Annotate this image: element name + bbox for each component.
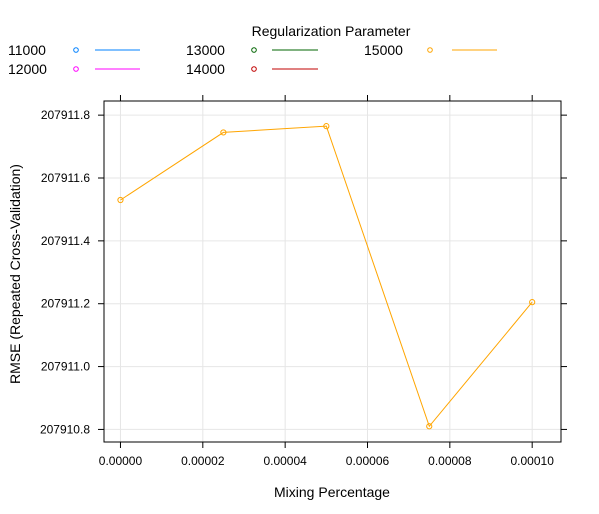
legend-point-marker <box>251 66 257 72</box>
y-tick-label: 207911.2 <box>41 297 90 311</box>
plot-frame <box>103 100 562 443</box>
legend-label: 12000 <box>8 61 47 77</box>
x-tick-label: 0.00000 <box>99 454 143 468</box>
axes: 0.00000 0.00002 0.00004 0.00006 0.00008 0.000… <box>40 95 567 468</box>
legend-title: Regularization Parameter <box>252 23 411 39</box>
legend-label: 14000 <box>186 61 225 77</box>
data-point <box>529 299 536 306</box>
x-tick-label: 0.00006 <box>346 454 390 468</box>
y-tick-label: 207911.6 <box>41 171 90 185</box>
legend-label: 11000 <box>8 42 46 58</box>
y-tick-label: 207911.4 <box>41 234 90 248</box>
legend-point-marker <box>73 66 79 72</box>
x-tick-label: 0.00010 <box>510 454 554 468</box>
data-point <box>220 129 227 136</box>
x-tick-label: 0.00008 <box>428 454 472 468</box>
legend-label: 15000 <box>364 42 403 58</box>
data-point <box>117 196 124 204</box>
y-tick-label: 207911.0 <box>41 360 90 374</box>
legend-point-marker <box>251 47 257 53</box>
x-tick-label: 0.00002 <box>181 454 225 468</box>
y-tick-label: 207910.8 <box>40 422 90 436</box>
legend-point-marker <box>73 47 79 53</box>
data-point <box>323 123 330 130</box>
legend: Regularization Parameter 11000 12000 13000… <box>8 23 497 77</box>
x-axis-label: Mixing Percentage <box>274 484 390 500</box>
data-point <box>426 423 433 430</box>
y-axis-label: RMSE (Repeated Cross-Validation) <box>7 164 23 384</box>
legend-point-marker <box>427 47 433 53</box>
x-tick-label: 0.00004 <box>263 454 307 468</box>
legend-label: 13000 <box>186 42 225 58</box>
y-tick-label: 207911.8 <box>41 108 90 122</box>
series-line <box>120 125 533 428</box>
grid <box>104 101 561 442</box>
series-layer <box>117 123 536 430</box>
